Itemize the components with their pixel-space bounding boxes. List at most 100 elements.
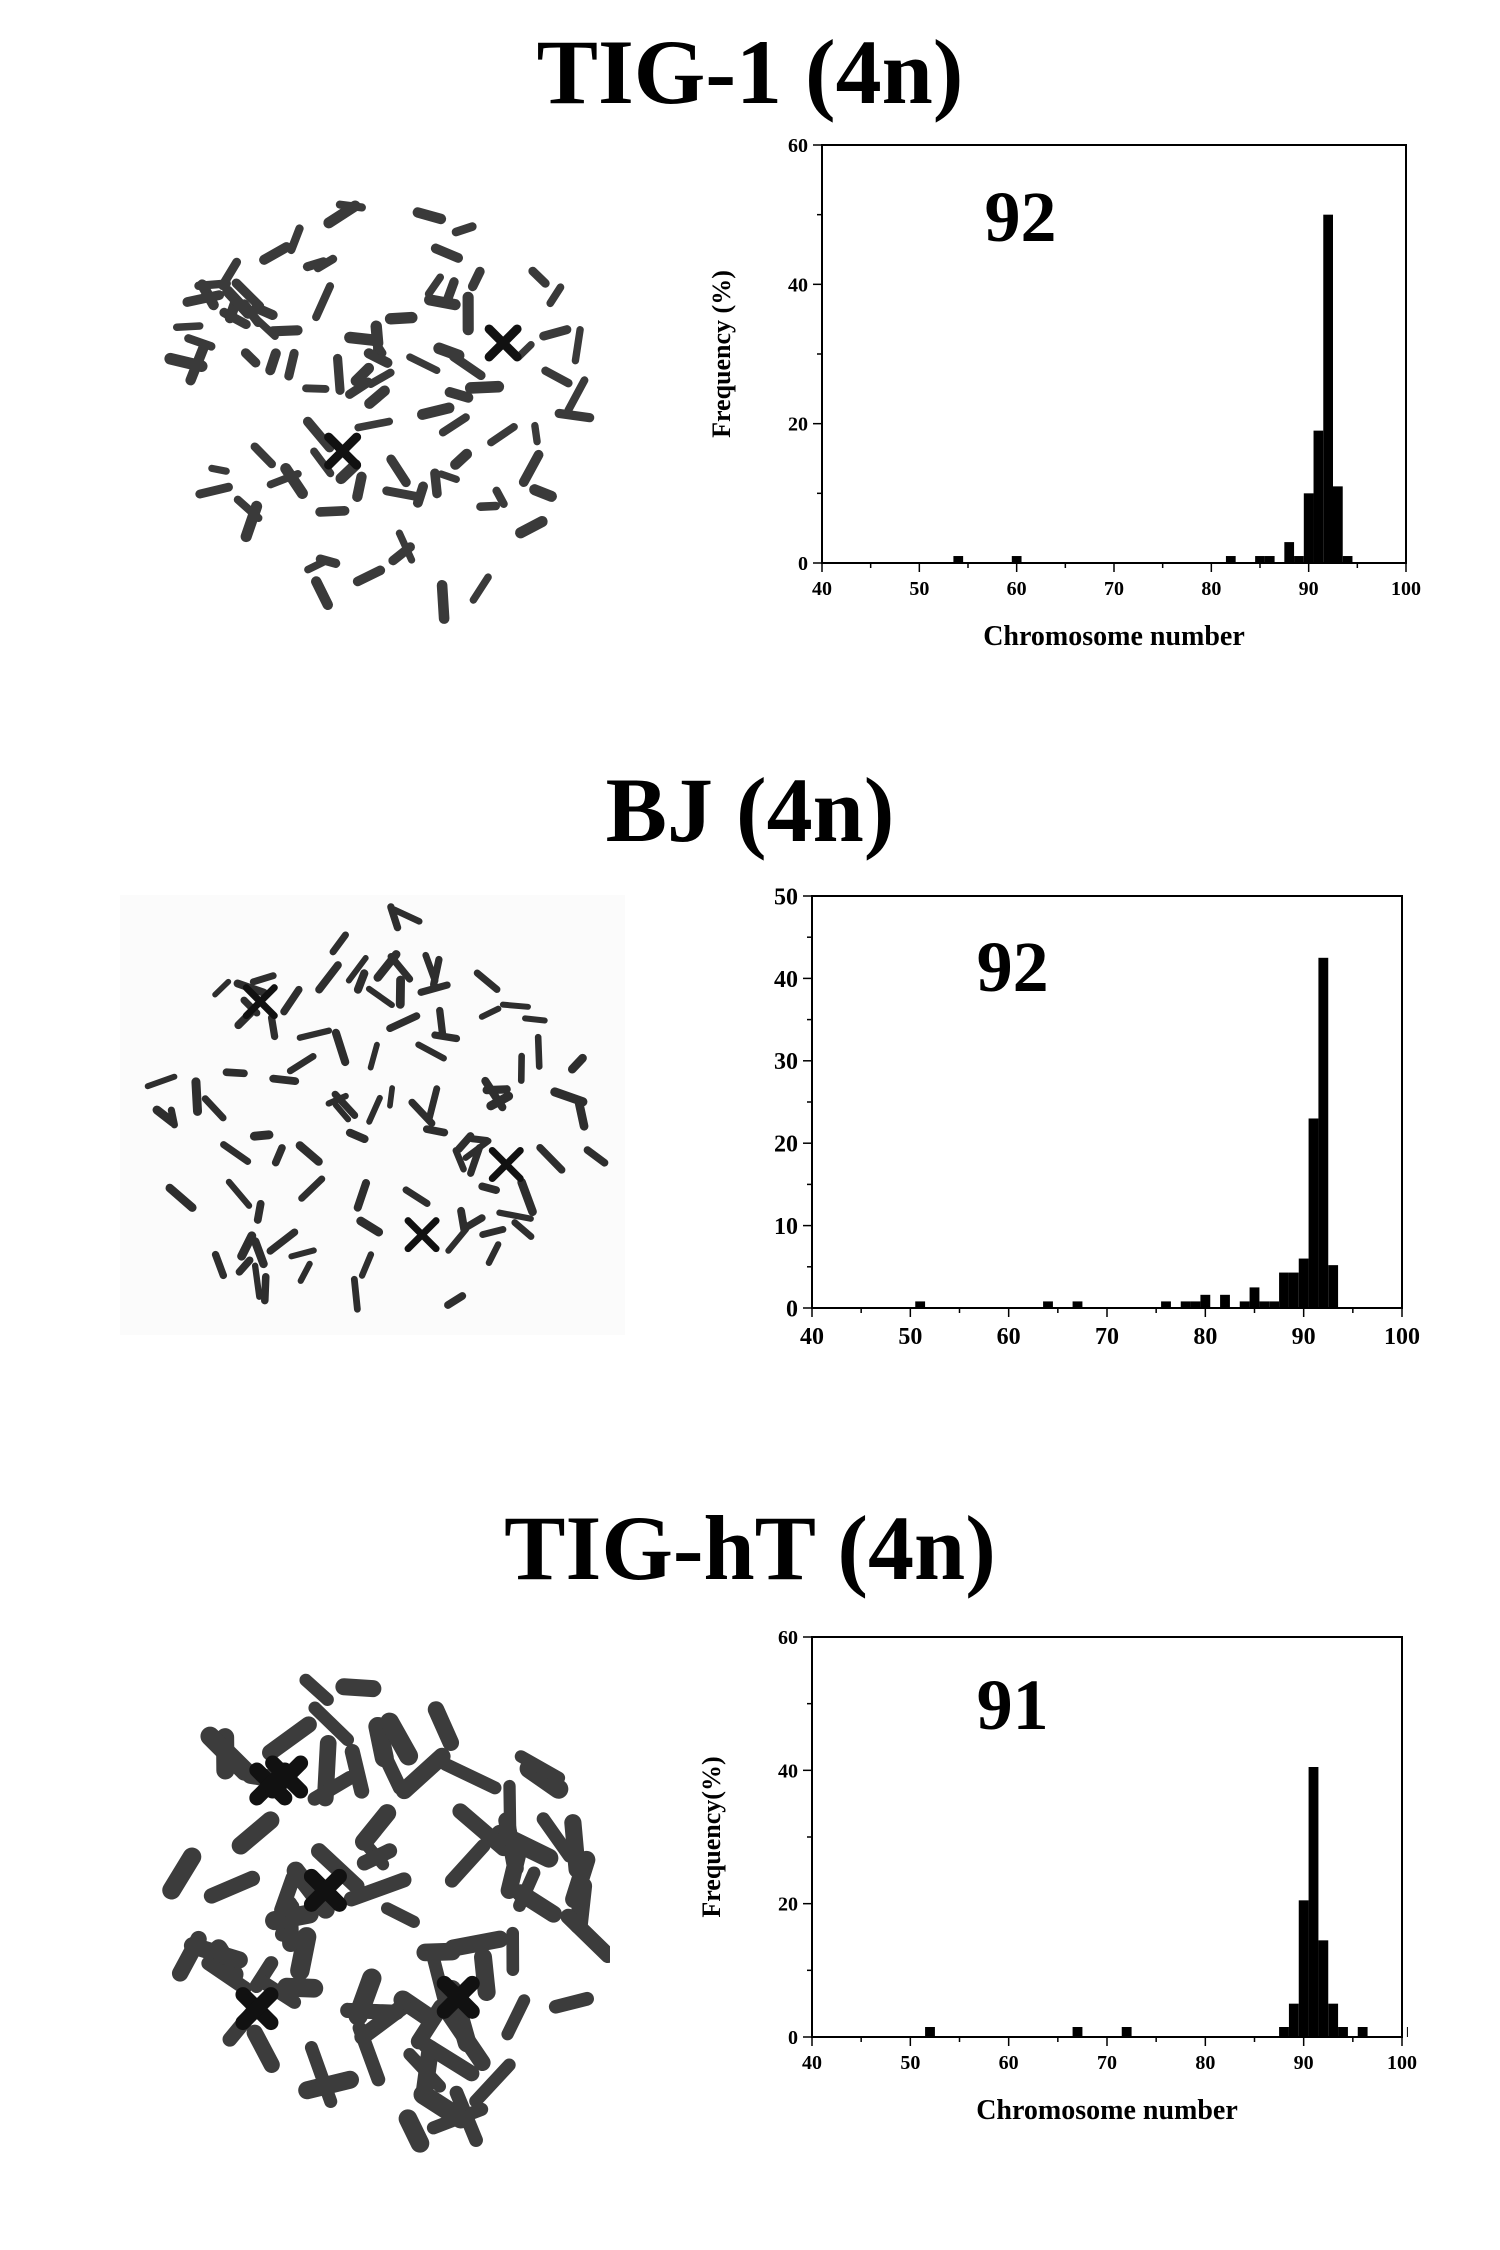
chromosome <box>251 302 278 321</box>
chromosome <box>271 1144 286 1167</box>
chromosome <box>517 1177 537 1216</box>
chromosome <box>312 282 335 322</box>
chromosome <box>203 1870 261 1904</box>
histogram-bar-90 <box>1298 1900 1309 2037</box>
chromosome <box>343 1872 412 1907</box>
chromosome <box>315 506 350 517</box>
chromosome <box>387 953 414 983</box>
chromosome <box>564 1814 586 1878</box>
chromosome <box>219 307 251 330</box>
chromosome <box>201 1095 227 1122</box>
chromosome <box>290 1927 317 1981</box>
chromosome <box>381 1902 420 1928</box>
chromosome <box>222 285 254 319</box>
chromosome <box>528 266 550 288</box>
histogram-bar-87 <box>1269 1301 1280 1308</box>
chromosome <box>311 1843 365 1895</box>
chromosome <box>367 1041 380 1071</box>
x-axis-title: Chromosome number <box>976 2095 1238 2126</box>
histogram-bar-52 <box>925 2027 935 2037</box>
chromosome <box>398 2109 430 2153</box>
chromosome <box>335 1678 382 1698</box>
chromosome <box>574 1099 589 1131</box>
chromosome <box>452 1803 512 1857</box>
chromosome <box>354 417 394 432</box>
chromosome <box>249 972 277 986</box>
chromosome <box>298 1175 326 1202</box>
chromosome <box>220 1141 252 1165</box>
x-tick-label: 90 <box>1299 578 1319 600</box>
chromosome <box>478 1182 501 1194</box>
chromosome <box>222 1068 248 1078</box>
chromosome <box>277 1977 324 1998</box>
chromosome <box>531 421 541 446</box>
chromosome <box>436 1006 447 1039</box>
chromosome <box>352 471 367 502</box>
chromosome <box>218 257 242 290</box>
chromosome <box>144 1073 178 1090</box>
chromosome <box>240 500 263 543</box>
histogram-bar-96 <box>1357 2027 1368 2037</box>
chromosome <box>406 353 441 375</box>
chromosome <box>511 1219 535 1240</box>
histogram-bar-86 <box>1259 1301 1270 1308</box>
chromosome <box>386 1012 421 1033</box>
chromosome <box>422 1125 449 1137</box>
chromosome <box>345 377 373 399</box>
chromosome <box>331 1028 350 1067</box>
chromosome <box>284 348 299 381</box>
chromosome <box>473 969 501 993</box>
histogram-1: 40 50 60 70 80 90 100 0 10 20 30 40 50 92 <box>774 884 1420 1350</box>
chromosome-cross <box>242 984 278 1020</box>
chromosome <box>350 1275 361 1313</box>
chromosome <box>297 1260 313 1284</box>
histogram-bar-101 <box>1406 2027 1408 2037</box>
chromosome <box>486 1091 514 1111</box>
chromosome <box>417 981 451 996</box>
y-tick-label: 40 <box>774 967 798 993</box>
chromosome <box>436 579 450 624</box>
chromosome <box>191 1077 203 1116</box>
chromosome-cross <box>265 1755 309 1799</box>
chromosome <box>560 1908 610 1964</box>
chromosome <box>331 1090 359 1119</box>
y-tick-label: 50 <box>774 884 798 910</box>
chromosome <box>467 266 485 292</box>
chromosome <box>408 1098 436 1127</box>
chromosome <box>388 542 415 566</box>
histogram-bar-91 <box>1308 1118 1319 1308</box>
x-tick-label: 50 <box>909 578 929 600</box>
chromosome <box>427 1701 460 1751</box>
x-tick-label: 80 <box>1201 578 1221 600</box>
chromosome <box>424 273 445 298</box>
chromosome <box>310 447 335 478</box>
chromosome <box>534 1033 543 1070</box>
y-tick-label: 60 <box>788 135 808 157</box>
x-tick-label: 60 <box>997 1324 1021 1350</box>
histogram-bar-88 <box>1284 542 1295 563</box>
chromosome <box>185 343 209 386</box>
y-tick-label: 20 <box>788 414 808 436</box>
chromosome <box>519 1758 569 1799</box>
chromosome <box>445 1226 470 1254</box>
chromosome <box>246 2024 280 2073</box>
histogram-bar-64 <box>1043 1301 1053 1308</box>
chromosome <box>302 416 335 453</box>
histogram-2: 40 50 60 70 80 90 100 0 20 40 60 91 Chromosome numbe… <box>697 1627 1417 2126</box>
chromosome-cross <box>484 324 522 362</box>
chromosome <box>412 207 447 225</box>
chromosome <box>469 2058 516 2108</box>
metaphase-spread-image-bj <box>120 895 625 1335</box>
chromosome <box>253 1199 265 1224</box>
histogram-bar-85 <box>1249 1287 1260 1308</box>
chromosome <box>356 1843 398 1871</box>
y-tick-label: 20 <box>774 1132 798 1158</box>
chromosome <box>444 1292 467 1309</box>
chromosome <box>474 1948 496 2002</box>
y-tick-label: 30 <box>774 1049 798 1075</box>
chromosome <box>416 402 455 420</box>
chromosome <box>518 449 544 487</box>
chromosome <box>287 224 304 255</box>
metaphase-spread-image-tig1 <box>164 200 595 624</box>
x-tick-label: 40 <box>800 1324 824 1350</box>
